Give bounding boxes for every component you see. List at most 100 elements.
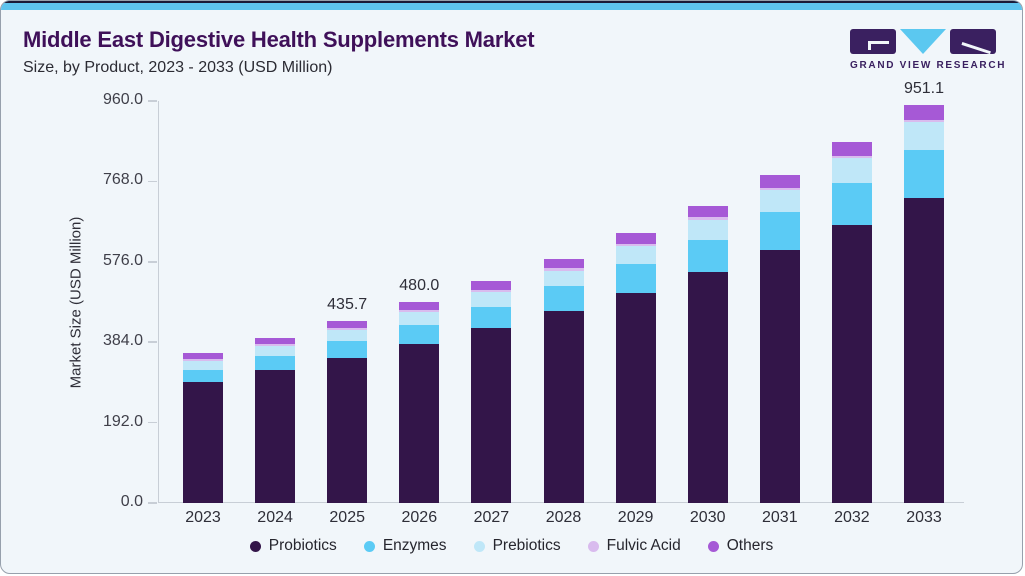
bar-segment-prebiotics <box>543 270 584 287</box>
bar-segment-fulvic-acid <box>543 268 584 271</box>
bar-2024 <box>255 337 296 503</box>
bar-2025 <box>327 320 368 503</box>
logo-wordmark: GRAND VIEW RESEARCH <box>850 60 1007 71</box>
bar-segment-enzymes <box>327 341 368 358</box>
bar-segment-probiotics <box>183 382 223 503</box>
bar-segment-prebiotics <box>255 346 296 357</box>
bar-segment-prebiotics <box>471 292 512 307</box>
bar-segment-prebiotics <box>687 219 728 240</box>
y-tick-mark <box>148 341 157 343</box>
legend-item-prebiotics: Prebiotics <box>473 537 561 555</box>
bar-segment-probiotics <box>759 249 800 503</box>
bar-segment-enzymes <box>687 239 728 273</box>
bar-segment-others <box>831 141 872 156</box>
bar-segment-enzymes <box>904 149 944 199</box>
legend-label: Enzymes <box>382 537 447 554</box>
bar-segment-fulvic-acid <box>615 243 656 247</box>
bar-segment-enzymes <box>471 306 512 329</box>
x-tick-label: 2027 <box>473 509 510 526</box>
bar-segment-enzymes <box>615 264 656 293</box>
bar-segment-prebiotics <box>183 360 223 371</box>
logo-g-hook <box>868 44 871 50</box>
y-tick-label: 0.0 <box>120 493 143 510</box>
legend-label: Prebiotics <box>492 537 561 554</box>
bar-2030 <box>687 205 728 503</box>
bar-segment-fulvic-acid <box>183 358 223 361</box>
page-title: Middle East Digestive Health Supplements… <box>23 27 535 52</box>
y-tick-label: 384.0 <box>102 332 143 350</box>
bar-segment-probiotics <box>399 343 440 503</box>
y-tick-mark <box>148 100 157 102</box>
bar-segment-prebiotics <box>399 312 440 326</box>
x-tick-label: 2024 <box>257 509 293 526</box>
y-axis-title: Market Size (USD Million) <box>67 216 85 389</box>
bar-segment-fulvic-acid <box>904 120 944 123</box>
x-tick-label: 2032 <box>834 509 870 526</box>
bar-segment-prebiotics <box>904 122 944 150</box>
x-tick-label: 2031 <box>762 509 798 526</box>
bar-2028 <box>543 258 584 503</box>
bar-segment-fulvic-acid <box>255 343 296 347</box>
x-tick-label: 2028 <box>545 509 582 526</box>
y-tick-label: 192.0 <box>102 412 143 430</box>
x-tick-label: 2023 <box>185 509 221 526</box>
bar-segment-fulvic-acid <box>327 327 368 330</box>
bar-segment-others <box>759 175 800 189</box>
logo-r-mark-icon <box>950 29 996 54</box>
y-tick-mark <box>148 421 157 424</box>
y-tick-mark <box>148 502 157 504</box>
y-tick-mark <box>148 180 157 183</box>
x-tick-label: 2025 <box>329 509 365 526</box>
bar-2029 <box>615 233 656 503</box>
accent-topbar <box>1 1 1022 10</box>
x-tick-label: 2030 <box>689 509 726 526</box>
bar-segment-others <box>543 258 584 269</box>
y-tick-label: 960.0 <box>102 91 143 108</box>
logo-g-bar <box>868 41 889 44</box>
bar-segment-others <box>183 352 223 359</box>
x-tick-label: 2029 <box>617 509 654 526</box>
legend-item-others: Others <box>707 537 774 555</box>
bar-segment-fulvic-acid <box>399 309 440 313</box>
bar-2031 <box>759 175 800 503</box>
bar-segment-probiotics <box>687 272 728 503</box>
bar-segment-prebiotics <box>831 157 872 183</box>
bar-segment-prebiotics <box>615 246 656 265</box>
bar-segment-probiotics <box>543 311 584 503</box>
x-tick-label: 2026 <box>401 509 438 526</box>
bar-segment-fulvic-acid <box>831 155 872 158</box>
bar-segment-probiotics <box>327 357 368 503</box>
bar-segment-fulvic-acid <box>471 289 512 293</box>
bar-segment-others <box>255 337 296 344</box>
bar-segment-probiotics <box>615 292 656 503</box>
legend-label: Others <box>726 537 774 554</box>
chart-legend: Probiotics Enzymes Prebiotics Fulvic Acid Ot… <box>1 537 1022 555</box>
brand-logo: GRAND VIEW RESEARCH <box>850 29 1007 71</box>
legend-label: Fulvic Acid <box>606 537 681 554</box>
legend-item-enzymes: Enzymes <box>363 537 447 555</box>
x-tick-label: 2033 <box>906 509 942 526</box>
y-tick-label: 576.0 <box>102 251 143 269</box>
bar-segment-enzymes <box>399 325 440 344</box>
y-tick-label: 768.0 <box>102 171 143 189</box>
legend-item-fulvic-acid: Fulvic Acid <box>587 537 681 555</box>
bar-segment-others <box>399 302 440 310</box>
bar-2023 <box>183 352 223 503</box>
page-subtitle: Size, by Product, 2023 - 2033 (USD Milli… <box>23 59 333 76</box>
bar-segment-probiotics <box>255 370 296 503</box>
bar-segment-enzymes <box>543 286 584 312</box>
bar-2027 <box>471 281 512 503</box>
bar-total-label: 951.1 <box>903 79 945 97</box>
bar-segment-others <box>615 233 656 244</box>
bar-2026 <box>399 302 440 503</box>
bar-segment-probiotics <box>904 198 944 503</box>
logo-v-triangle-icon <box>900 29 946 54</box>
legend-dot-icon <box>473 540 485 552</box>
bar-segment-fulvic-acid <box>687 217 728 220</box>
bar-segment-prebiotics <box>759 190 800 213</box>
bar-segment-probiotics <box>471 328 512 503</box>
logo-g-mark-icon <box>850 29 896 54</box>
bar-segment-probiotics <box>831 225 872 503</box>
bar-segment-enzymes <box>759 212 800 250</box>
